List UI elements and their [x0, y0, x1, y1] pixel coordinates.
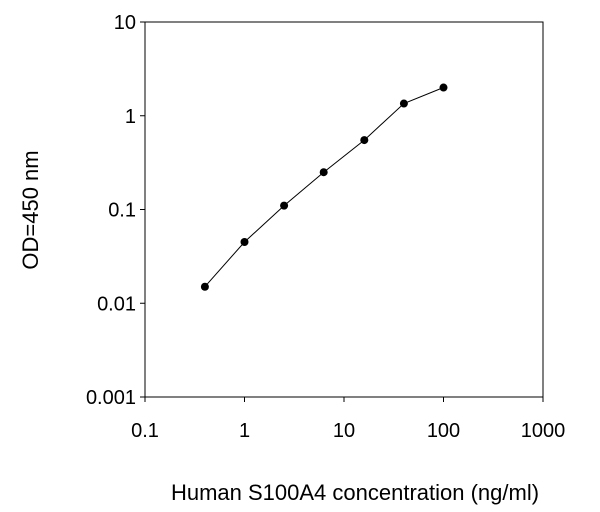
plot-frame — [144, 21, 544, 398]
x-axis-title: Human S100A4 concentration (ng/ml) — [171, 480, 539, 505]
x-tick-label: 1 — [239, 420, 250, 442]
data-point — [439, 83, 448, 92]
y-tick-label: 0.001 — [86, 387, 136, 409]
data-point — [319, 168, 328, 177]
data-point — [240, 238, 249, 247]
x-tick-label: 1000 — [521, 420, 566, 442]
data-point — [280, 201, 289, 210]
data-point — [200, 282, 209, 291]
x-axis-ticks: 0.1 1 10 100 1000 — [131, 397, 565, 442]
y-tick-label: 0.01 — [97, 293, 136, 315]
plot-area — [144, 21, 544, 398]
y-tick-label: 0.1 — [108, 200, 136, 222]
x-tick-label: 10 — [333, 420, 355, 442]
y-tick-label: 10 — [114, 12, 136, 34]
x-tick-label: 0.1 — [131, 420, 159, 442]
y-tick-label: 1 — [125, 106, 136, 128]
series-line — [204, 87, 444, 288]
data-point — [360, 136, 369, 145]
x-tick-label: 100 — [427, 420, 460, 442]
y-axis-title: OD=450 nm — [18, 150, 43, 269]
data-point — [399, 99, 408, 108]
y-axis-ticks: 10 1 0.1 0.01 0.001 — [86, 12, 145, 409]
series-layer — [200, 83, 448, 291]
